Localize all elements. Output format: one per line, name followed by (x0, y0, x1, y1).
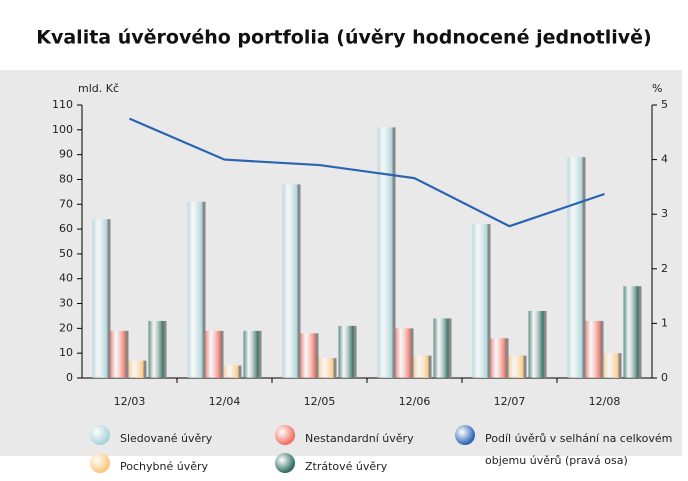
line (129, 117, 605, 228)
y-tick-label: 40 (59, 272, 73, 285)
legend-item: Podíl úvěrů v selhání na celkovém objemu… (455, 425, 680, 472)
bar (300, 333, 316, 378)
legend-marker (275, 425, 295, 445)
bar (567, 157, 583, 378)
bar (92, 219, 108, 378)
bar-side (448, 318, 452, 378)
chart-title: Kvalita úvěrového portfolia (úvěry hodno… (36, 27, 651, 49)
y-tick-label: 110 (52, 98, 73, 111)
bar-side (220, 330, 224, 378)
legend-marker (90, 425, 110, 445)
y2-tick-label: 2 (661, 262, 668, 275)
legend-item: Ztrátové úvěry (275, 453, 388, 478)
y-tick-label: 10 (59, 346, 73, 359)
bar-side (410, 328, 414, 378)
y2-tick-label: 0 (661, 371, 668, 384)
y-tick-label: 0 (66, 371, 73, 384)
bar (128, 360, 144, 378)
bar (413, 355, 429, 378)
bar (377, 127, 393, 378)
bar-side (582, 157, 586, 378)
x-tick-label: 12/08 (589, 395, 621, 408)
bar (205, 330, 221, 378)
bar-side (428, 355, 432, 378)
bar-side (258, 330, 262, 378)
y-tick-label: 80 (59, 172, 73, 185)
bar (187, 201, 203, 378)
y2-tick-label: 1 (661, 316, 668, 329)
x-tick-label: 12/06 (399, 395, 431, 408)
bar (243, 330, 259, 378)
y2-tick-label: 3 (661, 207, 668, 220)
y-tick-label: 20 (59, 321, 73, 334)
bar (110, 330, 126, 378)
bar-side (392, 127, 396, 378)
legend-label: Ztrátové úvěry (305, 460, 388, 473)
bar-side (353, 325, 357, 378)
y-tick-label: 70 (59, 197, 73, 210)
bar (508, 355, 524, 378)
y-tick-label: 90 (59, 148, 73, 161)
legend-marker (455, 425, 475, 445)
y2-axis-label: % (652, 82, 662, 95)
bar (148, 320, 164, 378)
x-tick-label: 12/03 (114, 395, 146, 408)
y-tick-label: 50 (59, 247, 73, 260)
legend-label: Nestandardní úvěry (305, 432, 414, 445)
legend-item: Nestandardní úvěry (275, 425, 414, 450)
bar-side (163, 320, 167, 378)
bar (433, 318, 449, 378)
bar (603, 353, 619, 378)
bar-side (315, 333, 319, 378)
bar-side (600, 320, 604, 378)
x-tick-label: 12/05 (304, 395, 336, 408)
y2-tick-label: 4 (661, 153, 668, 166)
y-tick-label: 60 (59, 222, 73, 235)
bar-side (618, 353, 622, 378)
y-axis-label: mld. Kč (78, 82, 119, 95)
y-tick-label: 100 (52, 123, 73, 136)
bar-side (143, 360, 147, 378)
bar (472, 224, 488, 378)
bar (528, 310, 544, 378)
bar (318, 358, 334, 378)
bar-side (487, 224, 491, 378)
legend-label: Pochybné úvěry (120, 460, 208, 473)
x-tick-label: 12/04 (209, 395, 241, 408)
bar-side (202, 201, 206, 378)
legend-label: Podíl úvěrů v selhání na celkovém objemu… (485, 432, 673, 467)
legend-marker (90, 453, 110, 473)
bar (223, 365, 239, 378)
bar-side (333, 358, 337, 378)
bar-side (543, 310, 547, 378)
y2-tick-label: 5 (661, 98, 668, 111)
bar-side (297, 184, 301, 378)
bar-side (107, 219, 111, 378)
x-tick-label: 12/07 (494, 395, 526, 408)
bar (395, 328, 411, 378)
y-tick-label: 30 (59, 297, 73, 310)
bar-side (505, 338, 509, 378)
legend-marker (275, 453, 295, 473)
bar (282, 184, 298, 378)
bar (623, 286, 639, 378)
bar-side (125, 330, 129, 378)
legend-item: Pochybné úvěry (90, 453, 208, 478)
bar-side (638, 286, 642, 378)
bar-side (238, 365, 242, 378)
bar (585, 320, 601, 378)
bar (338, 325, 354, 378)
legend-label: Sledované úvěry (120, 432, 213, 445)
legend-item: Sledované úvěry (90, 425, 213, 450)
bar (490, 338, 506, 378)
legend: Sledované úvěry Pochybné úvěry Nestandardn… (0, 420, 688, 480)
bar-side (523, 355, 527, 378)
